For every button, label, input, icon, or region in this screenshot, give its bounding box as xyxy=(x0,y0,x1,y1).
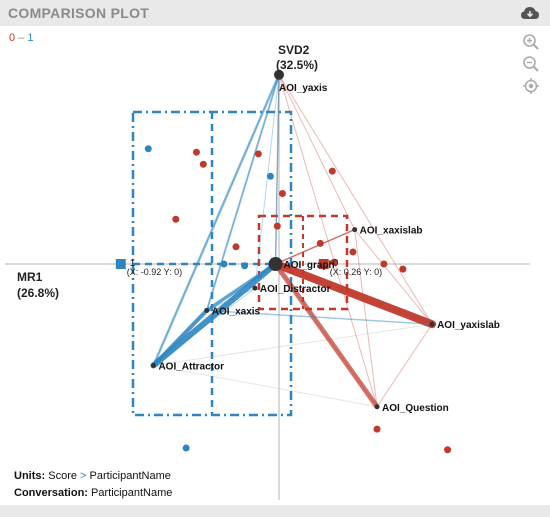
point-group-1[interactable] xyxy=(144,145,152,153)
conversation-label: Conversation: xyxy=(14,487,88,499)
weighted-edge xyxy=(152,73,281,367)
point-group-0[interactable] xyxy=(316,239,324,247)
point-group-0[interactable] xyxy=(172,215,180,223)
weighted-edge xyxy=(271,260,437,329)
point-group-0[interactable] xyxy=(399,265,407,273)
conversation-value: ParticipantName xyxy=(91,487,173,499)
point-group-1[interactable] xyxy=(266,172,274,180)
point-group-0[interactable] xyxy=(380,260,388,268)
x-axis-percent: (26.8%) xyxy=(17,286,59,300)
plot-title: COMPARISON PLOT xyxy=(8,5,150,21)
plot-header: COMPARISON PLOT xyxy=(0,0,550,26)
color-legend: 0 – 1 xyxy=(9,32,34,44)
aoi-node[interactable] xyxy=(352,227,358,233)
network-edge xyxy=(153,323,433,366)
network-edge xyxy=(153,364,378,408)
cloud-download-icon[interactable] xyxy=(520,5,540,21)
point-group-1[interactable] xyxy=(182,444,190,452)
centroid-name: 1 xyxy=(130,258,136,269)
weighted-edge xyxy=(205,73,280,312)
network-edge xyxy=(354,229,378,407)
network-edge xyxy=(354,229,433,325)
aoi-node[interactable] xyxy=(204,307,210,313)
aoi-label: AOI_Distractor xyxy=(260,284,331,295)
units-line: Units: Score > ParticipantName xyxy=(14,470,171,482)
aoi-label: AOI_Question xyxy=(382,403,449,414)
aoi-label: AOI_yaxis xyxy=(279,83,328,94)
point-group-0[interactable] xyxy=(273,222,281,230)
weighted-edge xyxy=(273,261,380,410)
aoi-node[interactable] xyxy=(429,321,435,327)
aoi-label: AOI_Attractor xyxy=(158,361,224,372)
conversation-line: Conversation: ParticipantName xyxy=(14,487,172,499)
legend-dash: – xyxy=(18,32,25,44)
target-icon[interactable] xyxy=(522,77,540,95)
aoi-label: AOI_xaxis xyxy=(212,306,261,317)
point-group-1[interactable] xyxy=(220,260,228,268)
weighted-edge xyxy=(151,308,209,368)
aoi-label: AOI_yaxislab xyxy=(437,320,500,331)
units-value2: ParticipantName xyxy=(89,470,171,482)
weighted-edge xyxy=(206,309,433,325)
units-label: Units: xyxy=(14,470,46,482)
centroid-coordinates: (X: 0.26 Y: 0) xyxy=(330,267,382,277)
point-group-0[interactable] xyxy=(444,446,452,454)
units-value: Score xyxy=(48,470,77,482)
point-group-1[interactable] xyxy=(241,262,249,270)
aoi-label: AOI_xaxislab xyxy=(360,226,423,237)
y-axis-label: SVD2 xyxy=(278,43,310,57)
aoi-node[interactable] xyxy=(268,257,283,271)
centroid-group-0[interactable] xyxy=(318,259,329,269)
weighted-edge xyxy=(274,228,356,265)
point-group-0[interactable] xyxy=(192,148,200,156)
centroid-group-1[interactable] xyxy=(115,259,126,269)
network-edge xyxy=(278,74,356,230)
point-group-0[interactable] xyxy=(278,189,286,197)
point-group-0[interactable] xyxy=(328,167,336,175)
centroid-name: 0 xyxy=(333,258,339,269)
weighted-edge xyxy=(274,74,280,265)
units-arrow: > xyxy=(80,470,87,482)
point-group-0[interactable] xyxy=(373,425,381,433)
point-group-0[interactable] xyxy=(330,258,338,266)
weighted-edge xyxy=(150,261,279,369)
group-0-box xyxy=(257,214,349,311)
aoi-node[interactable] xyxy=(274,69,284,80)
point-group-0[interactable] xyxy=(254,150,262,158)
aoi-node[interactable] xyxy=(252,285,258,291)
bottom-bar xyxy=(0,505,550,517)
point-group-0[interactable] xyxy=(232,243,240,251)
aoi-node[interactable] xyxy=(150,362,156,368)
weighted-edge xyxy=(205,262,278,313)
legend-low: 0 xyxy=(9,32,16,44)
centroid-coordinates: (X: -0.92 Y: 0) xyxy=(127,267,182,277)
y-axis-percent: (32.5%) xyxy=(276,58,318,72)
network-edge xyxy=(278,74,433,325)
aoi-node[interactable] xyxy=(374,404,380,410)
zoom-in-icon[interactable] xyxy=(522,33,540,51)
point-group-0[interactable] xyxy=(199,160,207,168)
network-edge xyxy=(376,323,433,408)
legend-high: 1 xyxy=(27,32,34,44)
network-edge xyxy=(254,74,280,289)
aoi-label: AOI_graph xyxy=(284,260,335,271)
x-axis-label: MR1 xyxy=(17,270,43,284)
zoom-out-icon[interactable] xyxy=(522,55,540,73)
point-group-0[interactable] xyxy=(349,248,357,256)
